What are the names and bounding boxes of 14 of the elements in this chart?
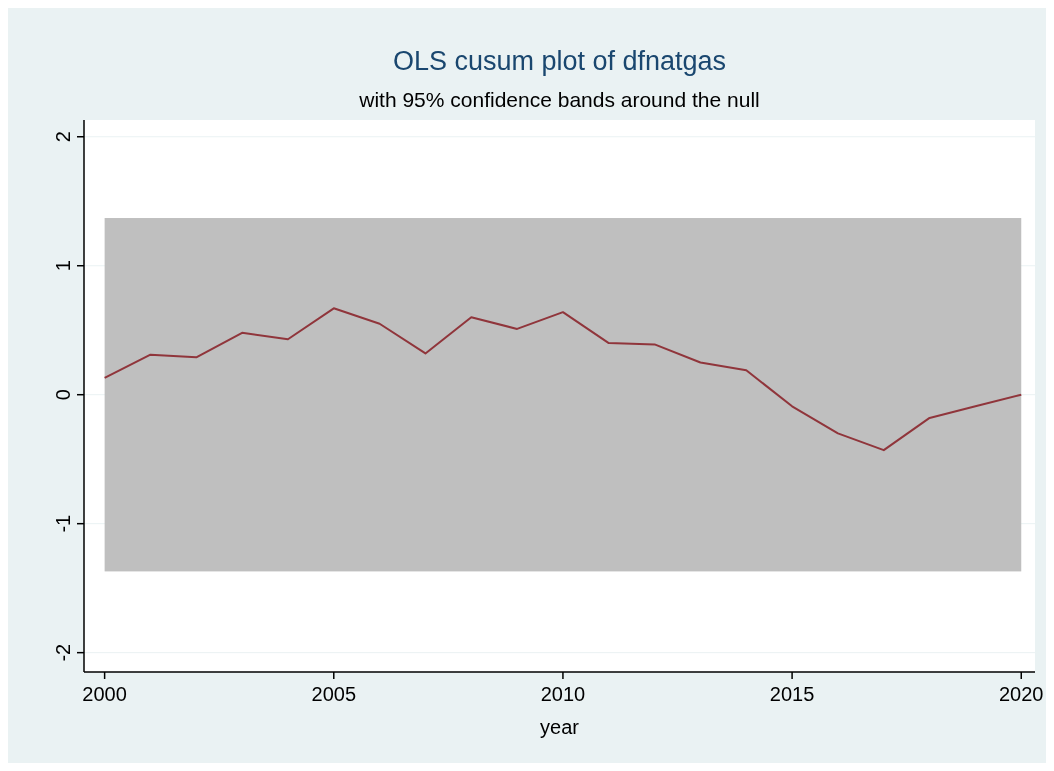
x-tick-label: 2010 [540, 683, 586, 705]
y-tick-label: 2 [52, 131, 74, 143]
line-series [103, 307, 1023, 452]
x-tick-label: 2020 [999, 683, 1044, 705]
y-tick-label: -2 [52, 643, 74, 662]
chart-subtitle: with 95% confidence bands around the null [358, 88, 760, 111]
y-tick-label: 1 [52, 260, 74, 272]
chart-title: OLS cusum plot of dfnatgas [392, 46, 727, 76]
x-tick-label: 2015 [769, 683, 815, 705]
y-tick-label: -1 [52, 514, 74, 533]
x-axis-title: year [540, 716, 580, 738]
y-tick-label: 0 [52, 389, 74, 401]
x-tick-label: 2000 [82, 683, 127, 705]
x-tick-label: 2005 [311, 683, 357, 705]
